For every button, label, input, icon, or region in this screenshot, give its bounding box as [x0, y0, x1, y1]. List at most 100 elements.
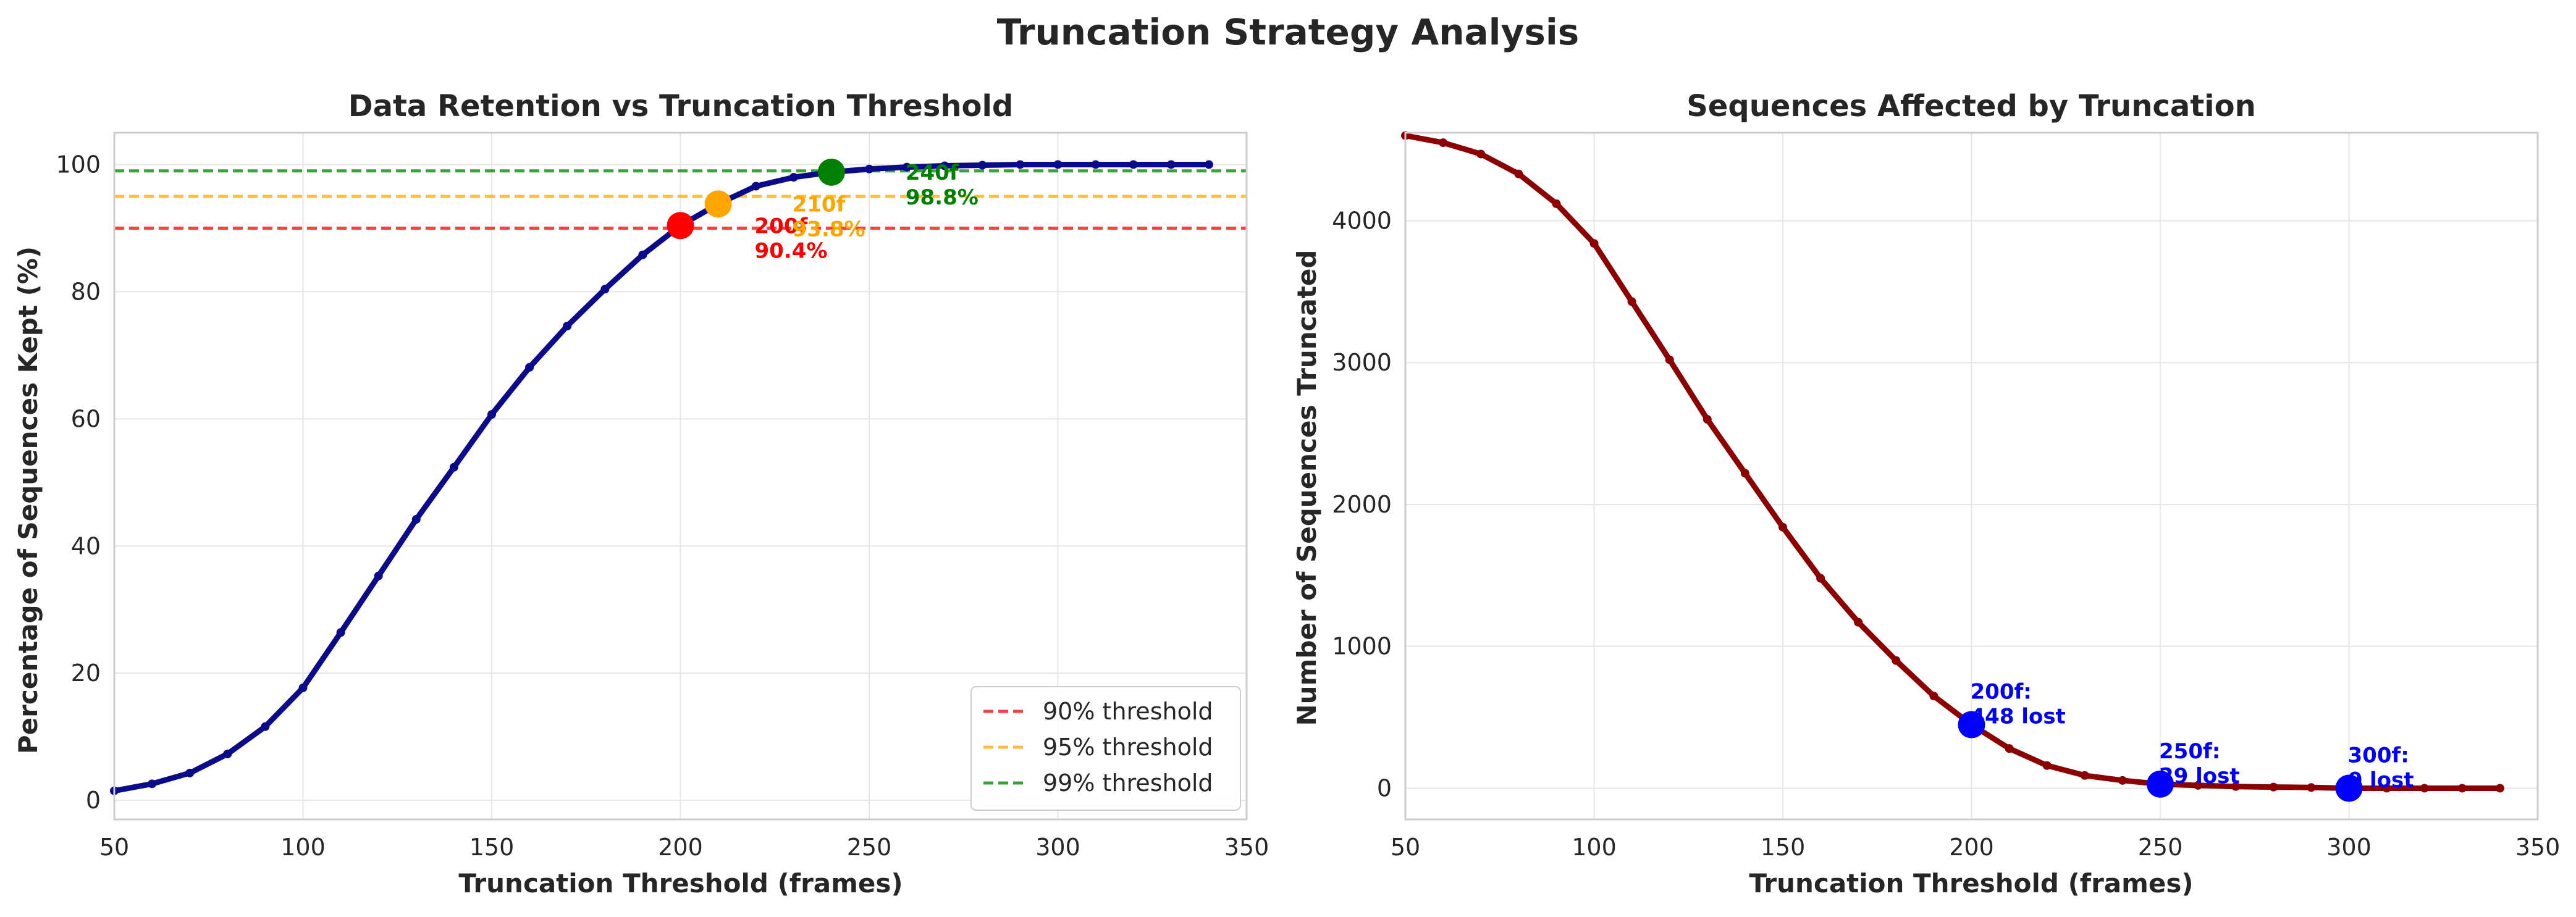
data-point [261, 722, 270, 731]
highlight-marker [1958, 711, 1985, 739]
legend-label-90: 90% threshold [1043, 698, 1213, 725]
data-point [1129, 160, 1138, 169]
data-point [374, 571, 383, 580]
highlight-marker [667, 212, 694, 240]
data-point [449, 463, 458, 472]
retention-chart-title: Data Retention vs Truncation Threshold [348, 89, 1014, 124]
x-tick-label: 300 [1035, 834, 1080, 861]
data-point [1552, 199, 1561, 208]
data-point [1016, 160, 1025, 169]
data-point [1740, 469, 1749, 478]
data-point [1778, 522, 1787, 532]
marker-label: 98.8% [906, 185, 979, 210]
marker-label: 210f [793, 192, 846, 217]
x-tick-label: 250 [847, 834, 892, 861]
highlight-marker [817, 158, 845, 186]
truncated-axes: 50 100 150 200 250 300 350 0 1000 2000 3000 4000 [1332, 132, 2560, 861]
marker-label: 93.8% [793, 217, 865, 241]
data-point [2269, 782, 2278, 792]
data-point [336, 628, 345, 637]
data-point [2080, 771, 2089, 780]
data-point [1665, 355, 1674, 364]
data-point [2042, 761, 2052, 770]
data-point [1929, 692, 1938, 701]
data-point [411, 515, 421, 524]
data-point [1166, 160, 1176, 169]
data-point [2420, 784, 2429, 793]
marker-label: 200f [755, 214, 809, 238]
data-point [978, 161, 987, 170]
y-tick-label: 40 [71, 532, 101, 559]
data-point [940, 161, 949, 170]
y-tick-label: 1000 [1332, 633, 1392, 660]
highlight-marker [704, 190, 732, 218]
marker-label: 250f: [2159, 739, 2220, 764]
data-point [1476, 149, 1486, 159]
y-tick-label: 2000 [1332, 491, 1392, 518]
highlight-marker [2335, 774, 2363, 802]
y-tick-label: 4000 [1332, 207, 1392, 234]
marker-label: 0 lost [2348, 768, 2414, 792]
series-line [111, 161, 1212, 794]
data-point [789, 173, 798, 182]
highlight-marker [2147, 770, 2174, 798]
truncated-chart: 200f:448 lost 250f:29 lost 300f:0 lost 50 1… [1292, 89, 2560, 898]
data-point [638, 250, 647, 259]
retention-y-axis-label: Percentage of Sequences Kept (%) [13, 246, 43, 754]
figure-title: Truncation Strategy Analysis [997, 11, 1580, 53]
data-point [185, 768, 195, 777]
data-point [1589, 239, 1599, 248]
truncated-x-axis-label: Truncation Threshold (frames) [1749, 868, 2193, 898]
data-point [525, 362, 534, 372]
y-tick-label: 80 [71, 278, 101, 305]
x-tick-label: 150 [1761, 834, 1806, 861]
x-tick-label: 200 [658, 834, 703, 861]
x-tick-label: 350 [1224, 834, 1269, 861]
x-tick-label: 100 [280, 834, 326, 861]
data-point [600, 285, 610, 294]
x-tick-label: 50 [1391, 834, 1420, 861]
data-point [1514, 169, 1523, 178]
y-tick-label: 0 [86, 787, 101, 814]
truncated-y-axis-label: Number of Sequences Truncated [1292, 250, 1322, 726]
x-tick-label: 200 [1949, 834, 1994, 861]
plot-frame [113, 132, 1248, 821]
marker-label: 200f: [1971, 680, 2032, 705]
data-point [865, 164, 873, 174]
data-point [751, 182, 760, 191]
y-tick-label: 3000 [1332, 349, 1392, 376]
retention-gridlines [114, 133, 1247, 819]
legend-label-99: 99% threshold [1043, 769, 1213, 797]
marker-label: 29 lost [2159, 764, 2240, 789]
y-tick-label: 20 [71, 659, 101, 687]
data-point [2118, 776, 2127, 785]
marker-label: 448 lost [1971, 705, 2066, 729]
data-point [1204, 160, 1213, 169]
truncated-markers: 200f:448 lost 250f:29 lost 300f:0 lost [1958, 680, 2414, 802]
data-point [298, 683, 308, 692]
x-tick-label: 100 [1572, 834, 1617, 861]
marker-label: 240f [906, 161, 959, 185]
truncated-series [1401, 131, 2504, 793]
data-point [2005, 744, 2014, 753]
legend-box [970, 686, 1241, 811]
data-point [2495, 784, 2504, 793]
marker-label: 90.4% [755, 238, 828, 263]
data-point [1627, 297, 1636, 306]
retention-x-axis-label: Truncation Threshold (frames) [458, 868, 903, 898]
data-point [1892, 656, 1901, 665]
data-point [1091, 160, 1100, 169]
data-point [1854, 618, 1863, 627]
x-tick-label: 250 [2138, 834, 2183, 861]
data-point [487, 410, 496, 419]
data-point [2194, 781, 2203, 790]
series-line [1402, 133, 2503, 791]
x-tick-label: 150 [469, 834, 515, 861]
truncated-chart-title: Sequences Affected by Truncation [1686, 89, 2256, 124]
data-point [1703, 415, 1712, 424]
data-point [148, 779, 157, 789]
